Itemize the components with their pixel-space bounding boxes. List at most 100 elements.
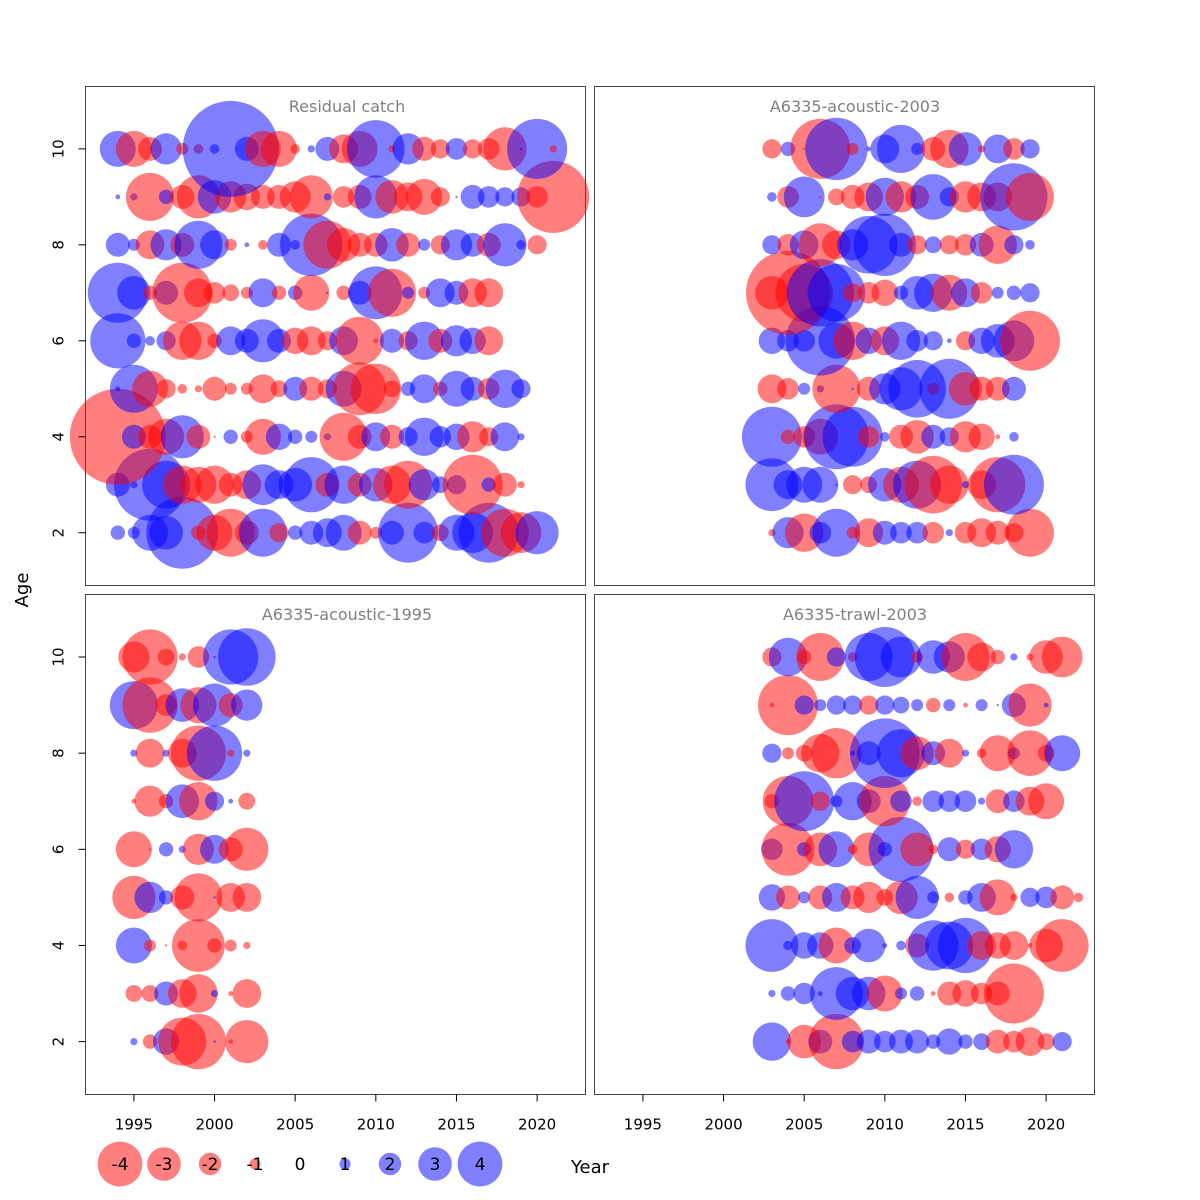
- residual-bubble: [549, 145, 557, 153]
- residual-bubble: [1043, 702, 1049, 708]
- residual-bubble: [210, 989, 219, 998]
- residual-bubble: [336, 285, 351, 300]
- residual-bubble: [880, 432, 890, 442]
- residual-bubble: [978, 225, 1017, 264]
- residual-bubble: [1000, 310, 1060, 371]
- y-tick-label: 10: [50, 647, 68, 666]
- residual-bubble: [851, 928, 886, 963]
- residual-bubble: [911, 142, 924, 155]
- residual-bubble: [156, 379, 176, 399]
- residual-bubble: [758, 327, 786, 354]
- panel-frame: [594, 86, 1095, 586]
- residual-bubble: [906, 330, 928, 352]
- residual-bubble: [224, 238, 237, 251]
- residual-bubble: [973, 1033, 990, 1050]
- panel-residual-catch: Residual catch: [69, 86, 590, 586]
- residual-bubble: [134, 881, 166, 914]
- bubble-layer: [69, 100, 590, 569]
- residual-bubble: [911, 699, 924, 712]
- residual-bubble: [182, 100, 279, 197]
- residual-bubble: [783, 176, 825, 218]
- residual-bubble: [238, 508, 287, 557]
- residual-bubble: [515, 511, 559, 555]
- y-tick-label: 8: [50, 748, 68, 758]
- residual-bubble: [866, 146, 872, 152]
- residual-bubble: [835, 483, 838, 486]
- residual-bubble: [402, 286, 415, 299]
- legend-label: 4: [475, 1155, 486, 1175]
- y-axis-title: Age: [12, 573, 33, 608]
- residual-bubble: [896, 940, 906, 951]
- residual-bubble: [368, 268, 416, 317]
- residual-bubble: [807, 264, 866, 322]
- residual-bubble: [105, 232, 130, 257]
- residual-bubble: [826, 647, 847, 667]
- panel-frame: [85, 594, 586, 1095]
- legend-label: -3: [156, 1155, 173, 1175]
- residual-bubble: [350, 363, 401, 414]
- residual-bubble: [798, 382, 811, 395]
- residual-bubble: [1009, 432, 1019, 442]
- residual-bubble: [460, 376, 485, 401]
- residual-bubble: [186, 424, 211, 449]
- residual-bubble: [261, 130, 297, 167]
- residual-bubble: [130, 1038, 138, 1046]
- residual-bubble: [232, 979, 262, 1008]
- residual-bubble: [507, 118, 568, 179]
- residual-bubble: [485, 369, 525, 408]
- residual-bubble: [511, 379, 531, 399]
- residual-bubble: [517, 481, 525, 489]
- residual-bubble: [380, 328, 404, 353]
- residual-bubble: [241, 319, 285, 363]
- panel-frame: [85, 86, 586, 586]
- residual-bubble: [874, 1030, 896, 1053]
- residual-bubble: [818, 927, 855, 964]
- residual-bubble: [943, 699, 956, 712]
- residual-bubble: [930, 991, 936, 996]
- residual-bubble: [968, 423, 995, 450]
- residual-bubble: [923, 331, 943, 351]
- residual-bubble: [767, 192, 777, 202]
- legend-label: 2: [385, 1155, 396, 1175]
- residual-bubble: [115, 831, 152, 868]
- residual-bubble: [1003, 138, 1025, 160]
- residual-bubble: [430, 187, 450, 207]
- residual-bubble: [1007, 730, 1053, 776]
- residual-bubble: [126, 172, 174, 221]
- residual-bubble: [148, 848, 152, 851]
- residual-bubble: [483, 223, 527, 267]
- residual-bubble: [1041, 636, 1083, 678]
- residual-bubble: [243, 941, 251, 950]
- y-axis-top-row: 2 4 6 8 10: [50, 139, 86, 537]
- residual-bubble: [258, 240, 268, 250]
- residual-bubble: [782, 747, 794, 760]
- residual-bubble: [924, 236, 942, 254]
- residual-bubble: [455, 195, 458, 199]
- panel-a6335-acoustic-1995: A6335-acoustic-1995: [85, 594, 586, 1095]
- residual-bubble: [774, 771, 835, 832]
- residual-bubble: [921, 424, 946, 449]
- residual-bubble: [758, 675, 818, 736]
- residual-bubble: [812, 508, 861, 557]
- residual-bubble: [939, 235, 959, 255]
- residual-bubble: [289, 175, 333, 219]
- residual-bubble: [859, 776, 910, 827]
- x-tick-label: 2005: [785, 1116, 823, 1134]
- residual-bubble: [859, 695, 879, 715]
- residual-bubble: [164, 944, 168, 947]
- panel-a6335-trawl-2003: A6335-trawl-2003: [594, 594, 1095, 1095]
- residual-bubble: [457, 421, 489, 453]
- residual-bubble: [1006, 508, 1054, 557]
- residual-bubble: [152, 262, 213, 323]
- residual-bubble: [808, 1014, 865, 1070]
- residual-bubble: [906, 521, 928, 544]
- residual-bubble: [937, 837, 962, 862]
- residual-bubble: [912, 796, 922, 806]
- residual-bubble: [225, 827, 269, 871]
- legend-label: 3: [430, 1155, 441, 1175]
- residual-bubble: [768, 989, 776, 998]
- residual-bubble: [745, 919, 799, 972]
- residual-bubble: [983, 963, 1044, 1024]
- residual-bubble: [227, 749, 235, 757]
- residual-bubble: [853, 881, 885, 914]
